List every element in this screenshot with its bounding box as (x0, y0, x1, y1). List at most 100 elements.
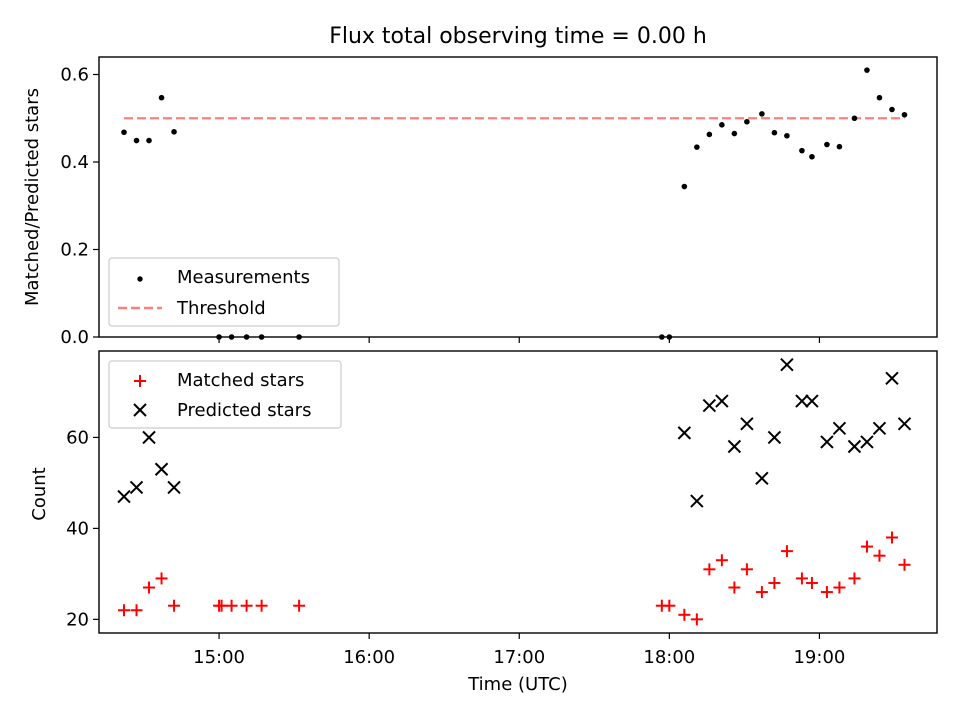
count-y-ticks: 20 40 60 (66, 427, 99, 630)
matched-stars-point (168, 599, 181, 612)
matched-stars-point (848, 572, 861, 585)
count-legend-box (108, 360, 342, 429)
matched-stars-point (755, 586, 768, 599)
measurement-point (759, 111, 765, 117)
predicted-stars-point (117, 489, 131, 504)
count-y-tick-label: 40 (66, 518, 89, 539)
predicted-stars-point (677, 426, 692, 440)
predicted-stars-point (847, 439, 862, 454)
ratio-y-tick-label: 0.0 (60, 327, 89, 348)
ratio-legend-box (108, 257, 340, 327)
matched-stars-point (663, 599, 676, 612)
matched-stars-point (155, 572, 168, 585)
matched-stars-point (130, 604, 143, 617)
predicted-stars-point (755, 471, 769, 486)
matched-stars-point (780, 545, 793, 558)
predicted-stars-point (832, 421, 847, 436)
matched-stars-point (805, 576, 818, 589)
predicted-stars-point (897, 417, 912, 431)
measurement-point (889, 106, 895, 113)
matched-stars-point (728, 581, 741, 594)
predicted-stars-point (885, 371, 899, 385)
measurement-point (864, 67, 870, 73)
ratio-panel-frame (98, 56, 938, 338)
count-y-tick-label: 20 (66, 609, 89, 630)
matched-stars-point (898, 558, 911, 571)
matched-stars-point (240, 599, 253, 612)
measurement-point (133, 137, 140, 144)
count-x-ticks: 15:00 16:00 17:00 18:00 19:00 (193, 633, 845, 668)
predicted-stars-point (872, 421, 887, 436)
measurement-point (876, 94, 883, 101)
count-x-tick-label: 16:00 (343, 647, 395, 668)
matched-stars-point (255, 599, 268, 612)
measurement-point (784, 132, 790, 139)
matched-stars-point (703, 563, 716, 576)
measurement-point (799, 147, 805, 154)
measurement-point (851, 115, 858, 122)
predicted-stars-legend-marker (133, 403, 147, 417)
predicted-stars-point (727, 439, 742, 454)
matched-stars-point (833, 581, 846, 594)
count-x-tick-label: 18:00 (643, 647, 695, 668)
measurement-point (836, 143, 843, 150)
measurements-legend-label: Measurements (177, 267, 310, 288)
ratio-y-axis-label: Matched/Predicted stars (22, 88, 43, 306)
measurement-point (706, 131, 713, 138)
matched-stars-point (768, 576, 781, 589)
threshold-legend-label: Threshold (176, 298, 266, 319)
matched-stars-legend-marker (134, 375, 146, 387)
measurement-point (158, 94, 165, 101)
matched-stars-point (860, 540, 873, 553)
predicted-stars-point (142, 430, 156, 445)
predicted-stars-point (690, 494, 704, 508)
predicted-stars-point (860, 435, 874, 449)
count-x-tick-label: 15:00 (193, 647, 245, 668)
ratio-y-tick-label: 0.2 (60, 240, 89, 261)
ratio-y-ticks: 0.0 0.2 0.4 0.6 (60, 65, 99, 348)
measurement-point (681, 183, 688, 190)
predicted-stars-point (780, 357, 794, 372)
ratio-y-tick-label: 0.4 (60, 152, 89, 173)
measurements-legend-marker (137, 276, 143, 282)
count-y-tick-label: 60 (66, 427, 89, 448)
matched-stars-point (225, 599, 238, 612)
predicted-stars-point (740, 417, 754, 431)
ratio-legend: Measurements Threshold (108, 257, 340, 327)
measurement-point (146, 137, 152, 144)
measurement-point (771, 129, 778, 136)
count-x-tick-label: 17:00 (493, 647, 545, 668)
ratio-panel: 0.0 0.2 0.4 0.6 Matched/Predicted stars Mea… (22, 56, 938, 348)
ratio-y-tick-label: 0.6 (60, 65, 89, 86)
matched-stars-point (215, 599, 228, 612)
predicted-stars-point (154, 462, 169, 476)
measurement-point (171, 129, 177, 135)
matched-stars-point (740, 563, 753, 576)
measurement-point (121, 129, 127, 136)
predicted-stars-point (702, 398, 717, 413)
predicted-stars-point (820, 435, 834, 449)
matched-stars-point (143, 581, 156, 594)
matched-stars-point (678, 608, 691, 621)
predicted-stars-point (767, 430, 782, 445)
count-panel: 20 40 60 15:00 16:00 17:00 18:00 19:00 Count T… (29, 350, 938, 695)
matched-stars-point (715, 554, 728, 567)
count-x-tick-label: 19:00 (793, 647, 845, 668)
measurement-point (731, 130, 738, 137)
predicted-stars-point (129, 480, 144, 495)
count-panel-frame (98, 350, 938, 634)
matched-stars-point (820, 586, 833, 599)
matched-stars-point (885, 531, 898, 544)
predicted-stars-legend-label: Predicted stars (177, 400, 311, 421)
count-legend: Matched stars Predicted stars (108, 360, 342, 429)
matched-stars-point (690, 613, 703, 626)
predicted-stars-point (167, 480, 181, 495)
matched-stars-point (795, 572, 808, 585)
chart-title: Flux total observing time = 0.00 h (329, 24, 707, 49)
predicted-stars-point (715, 394, 729, 408)
matched-stars-point (293, 599, 306, 612)
matched-stars-point (118, 604, 131, 617)
predicted-stars-point (805, 394, 819, 408)
predicted-stars-point (795, 394, 809, 408)
